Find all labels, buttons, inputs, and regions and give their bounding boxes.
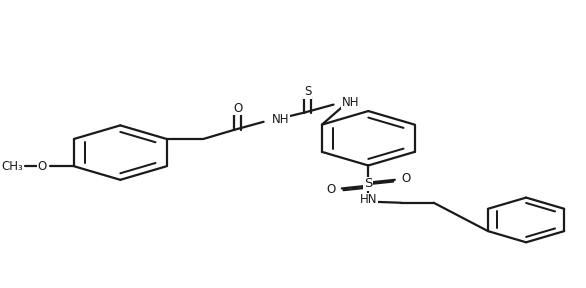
Text: O: O	[233, 102, 243, 115]
Text: O: O	[401, 173, 410, 185]
Text: O: O	[38, 160, 47, 173]
Text: O: O	[326, 183, 336, 196]
Text: HN: HN	[360, 193, 377, 206]
Text: S: S	[364, 177, 373, 190]
Text: S: S	[304, 85, 311, 98]
Text: CH₃: CH₃	[1, 160, 23, 173]
Text: NH: NH	[271, 113, 289, 126]
Text: NH: NH	[342, 96, 359, 109]
